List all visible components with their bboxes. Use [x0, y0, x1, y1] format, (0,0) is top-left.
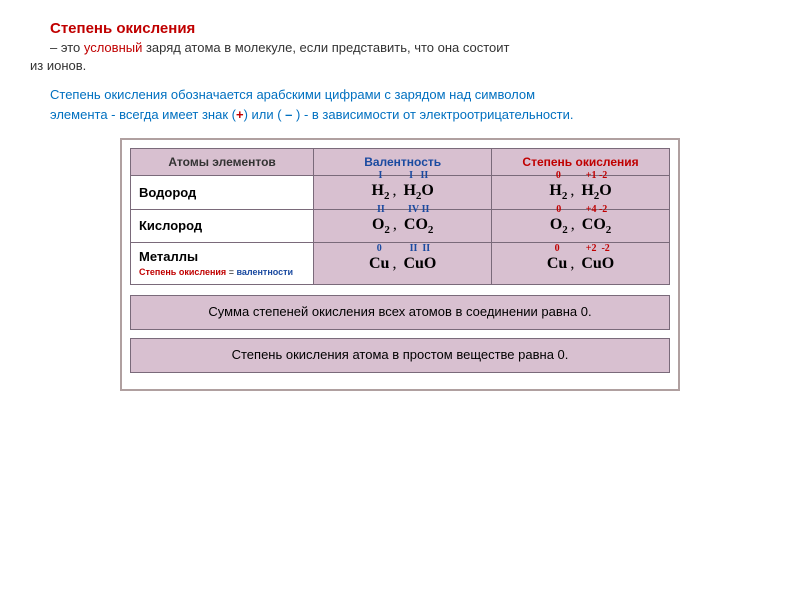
row-name-metals: Металлы Степень окисления = валентности [131, 242, 314, 284]
def-rest1: заряд атома в молекуле, если представить… [142, 40, 509, 55]
metals-note-blue: валентности [236, 267, 293, 277]
table-row: Металлы Степень окисления = валентности … [131, 242, 670, 284]
rule-sum-zero: Сумма степеней окисления всех атомов в с… [130, 295, 670, 330]
row-oxidation: 0O2, +4 -2CO2 [492, 209, 670, 242]
row-name: Водород [131, 176, 314, 209]
para2-line2c: ) - в зависимости от электроотрицательно… [292, 107, 573, 122]
definition-line-1: – это условный заряд атома в молекуле, е… [50, 39, 770, 57]
page-title: Степень окисления [50, 20, 770, 37]
def-prefix: – это [50, 40, 84, 55]
para2-line1: Степень окисления обозначается арабскими… [50, 87, 535, 102]
para2-line2b: ) или ( [244, 107, 286, 122]
table-container: Атомы элементов Валентность Степень окис… [120, 138, 680, 390]
row-valence: IH2, I IIH2O [314, 176, 492, 209]
metals-note: Степень окисления = валентности [139, 267, 305, 278]
row-oxidation: 0Cu, +2 -2CuO [492, 242, 670, 284]
col-header-atoms: Атомы элементов [131, 149, 314, 176]
row-name: Кислород [131, 209, 314, 242]
metals-label: Металлы [139, 249, 198, 264]
rule-simple-zero: Степень окисления атома в простом вещест… [130, 338, 670, 373]
table-body: Водород IH2, I IIH2O 0H2, +1 -2H2O Кисло… [131, 176, 670, 284]
metals-note-red: Степень окисления [139, 267, 226, 277]
notation-paragraph: Степень окисления обозначается арабскими… [50, 85, 770, 124]
metals-note-eq: = [226, 267, 236, 277]
definition-line-2: из ионов. [30, 57, 770, 75]
row-valence: 0Cu, II IICuO [314, 242, 492, 284]
para2-line2a: элемента - всегда имеет знак ( [50, 107, 236, 122]
def-conditional: условный [84, 40, 143, 55]
row-oxidation: 0H2, +1 -2H2O [492, 176, 670, 209]
table-row: Кислород IIO2, IV IICO2 0O2, +4 -2CO2 [131, 209, 670, 242]
oxidation-table: Атомы элементов Валентность Степень окис… [130, 148, 670, 284]
row-valence: IIO2, IV IICO2 [314, 209, 492, 242]
plus-sign: + [236, 107, 244, 122]
